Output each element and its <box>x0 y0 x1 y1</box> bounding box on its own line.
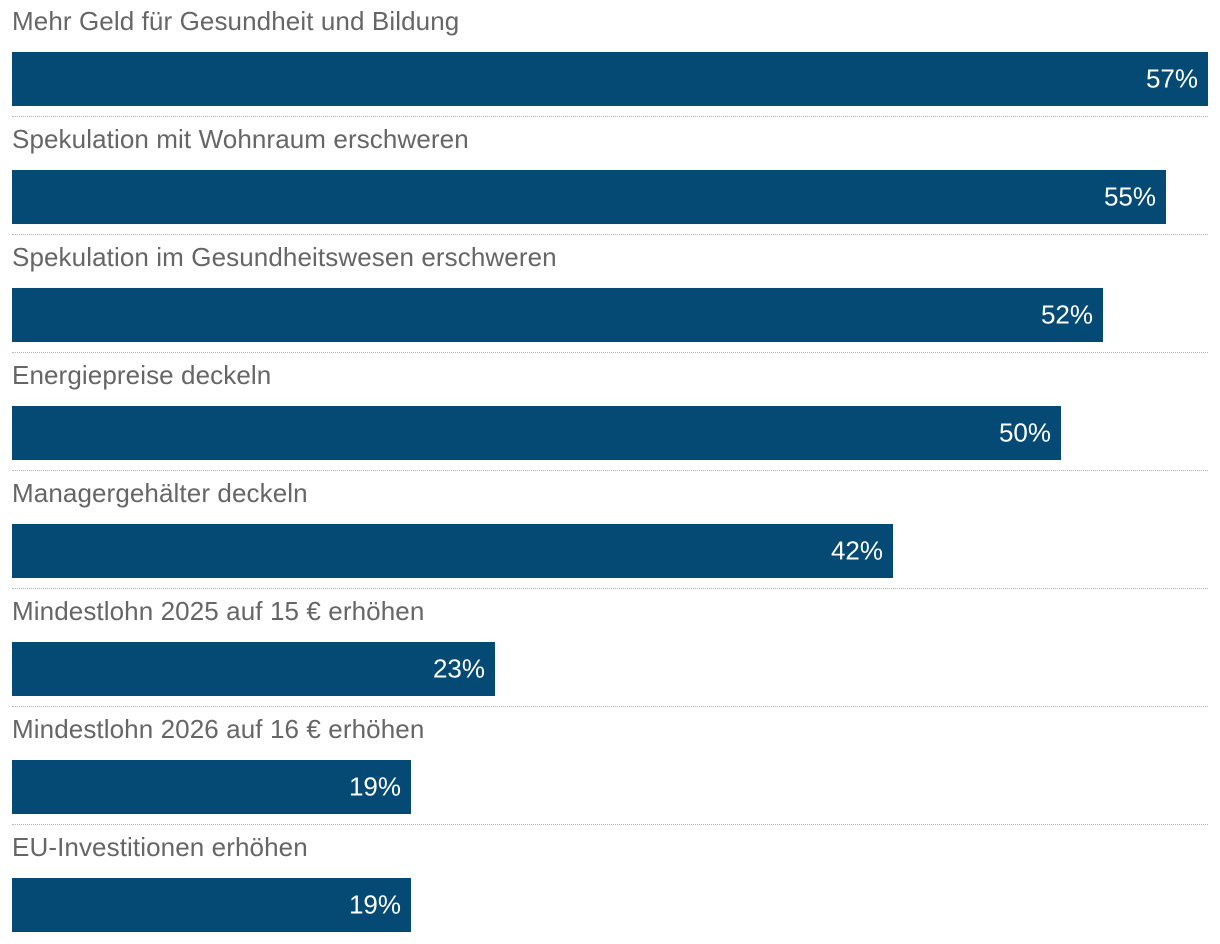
category-label: Spekulation im Gesundheitswesen erschwer… <box>12 242 557 272</box>
bar-track: 42% <box>12 524 1208 578</box>
category-label: Spekulation mit Wohnraum erschweren <box>12 124 469 154</box>
bar-row: Managergehälter deckeln 42% <box>12 472 1208 590</box>
bar: 19% <box>12 878 411 932</box>
bar-row: Mindestlohn 2026 auf 16 € erhöhen 19% <box>12 708 1208 826</box>
bar-row: EU-Investitionen erhöhen 19% <box>12 826 1208 944</box>
bar-value-label: 23% <box>432 653 485 684</box>
bar-track: 19% <box>12 760 1208 814</box>
bar-value-label: 42% <box>830 535 883 566</box>
bar-row: Spekulation mit Wohnraum erschweren 55% <box>12 118 1208 236</box>
bar-track: 57% <box>12 52 1208 106</box>
bar-value-label: 19% <box>348 889 401 920</box>
row-divider <box>12 116 1208 117</box>
bar-value-label: 55% <box>1103 181 1156 212</box>
bar-row: Mindestlohn 2025 auf 15 € erhöhen 23% <box>12 590 1208 708</box>
category-label: Mindestlohn 2026 auf 16 € erhöhen <box>12 714 425 744</box>
bar-track: 23% <box>12 642 1208 696</box>
bar-track: 19% <box>12 878 1208 932</box>
category-label: EU-Investitionen erhöhen <box>12 832 308 862</box>
row-divider <box>12 470 1208 471</box>
row-divider <box>12 706 1208 707</box>
bar: 50% <box>12 406 1061 460</box>
row-divider <box>12 352 1208 353</box>
category-label: Managergehälter deckeln <box>12 478 308 508</box>
category-label: Energiepreise deckeln <box>12 360 272 390</box>
bar-value-label: 19% <box>348 771 401 802</box>
row-divider <box>12 588 1208 589</box>
row-divider <box>12 234 1208 235</box>
bar: 55% <box>12 170 1166 224</box>
bar: 42% <box>12 524 893 578</box>
row-divider <box>12 824 1208 825</box>
bar: 19% <box>12 760 411 814</box>
bar-track: 50% <box>12 406 1208 460</box>
bar-row: Spekulation im Gesundheitswesen erschwer… <box>12 236 1208 354</box>
category-label: Mehr Geld für Gesundheit und Bildung <box>12 6 460 36</box>
bar-row: Mehr Geld für Gesundheit und Bildung 57% <box>12 0 1208 118</box>
bar-track: 55% <box>12 170 1208 224</box>
bar-row: Energiepreise deckeln 50% <box>12 354 1208 472</box>
bar-track: 52% <box>12 288 1208 342</box>
bar-value-label: 50% <box>998 417 1051 448</box>
bar-value-label: 57% <box>1145 63 1198 94</box>
bar: 23% <box>12 642 495 696</box>
bar: 57% <box>12 52 1208 106</box>
category-label: Mindestlohn 2025 auf 15 € erhöhen <box>12 596 425 626</box>
bar-value-label: 52% <box>1040 299 1093 330</box>
bar: 52% <box>12 288 1103 342</box>
